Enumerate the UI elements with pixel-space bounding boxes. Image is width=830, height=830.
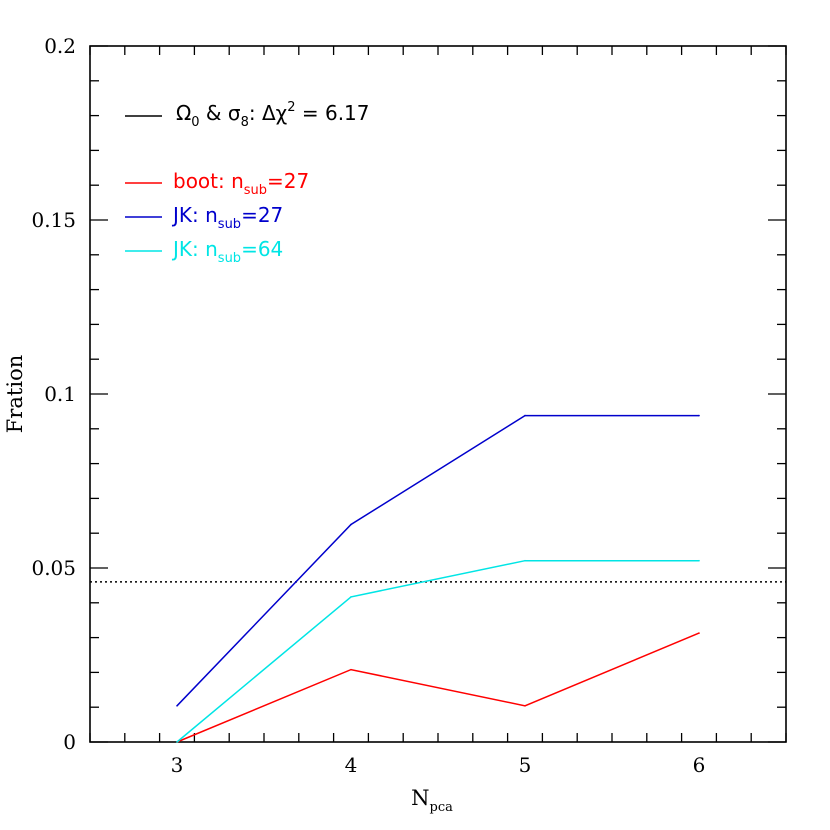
tick-labels: 3 4 5 6 0 0.05 0.1 0.15 0.2	[31, 34, 705, 777]
data-point	[698, 559, 700, 562]
x-tick-label: 4	[345, 753, 358, 777]
legend-label: JK: nsub=64	[171, 237, 283, 266]
x-axis-title: Npca	[411, 786, 453, 815]
series-line	[176, 632, 700, 743]
series-line	[176, 414, 699, 707]
series-line	[176, 559, 699, 743]
data-point	[698, 632, 700, 634]
x-tick-label: 3	[171, 753, 184, 777]
data-point	[350, 523, 352, 526]
data-point	[176, 741, 178, 743]
series-lines	[176, 414, 700, 743]
legend-series: boot: nsub=27 JK: nsub=27 JK: nsub=64	[125, 169, 309, 266]
x-tick-label: 6	[693, 753, 706, 777]
data-point	[350, 596, 352, 598]
legend-header: Ω0 & σ8: Δχ2 = 6.17	[176, 100, 370, 130]
legend-label: JK: nsub=27	[171, 203, 283, 232]
data-point	[524, 559, 526, 562]
data-point	[350, 668, 352, 671]
y-tick-label: 0.15	[31, 208, 76, 232]
y-axis-title: Fration	[3, 355, 27, 433]
axis-ticks	[89, 45, 787, 743]
y-tick-label: 0.1	[44, 382, 76, 406]
y-tick-label: 0	[63, 730, 76, 754]
x-tick-label: 5	[519, 753, 532, 777]
data-point	[524, 705, 526, 707]
data-point	[176, 705, 178, 707]
legend-label: boot: nsub=27	[173, 169, 309, 198]
plot-frame	[89, 45, 787, 743]
data-point	[698, 414, 700, 417]
y-tick-label: 0.2	[44, 34, 76, 58]
data-point	[524, 414, 526, 417]
legend: Ω0 & σ8: Δχ2 = 6.17 boot: nsub=27 JK: nsu…	[125, 100, 370, 266]
y-tick-label: 0.05	[31, 556, 76, 580]
